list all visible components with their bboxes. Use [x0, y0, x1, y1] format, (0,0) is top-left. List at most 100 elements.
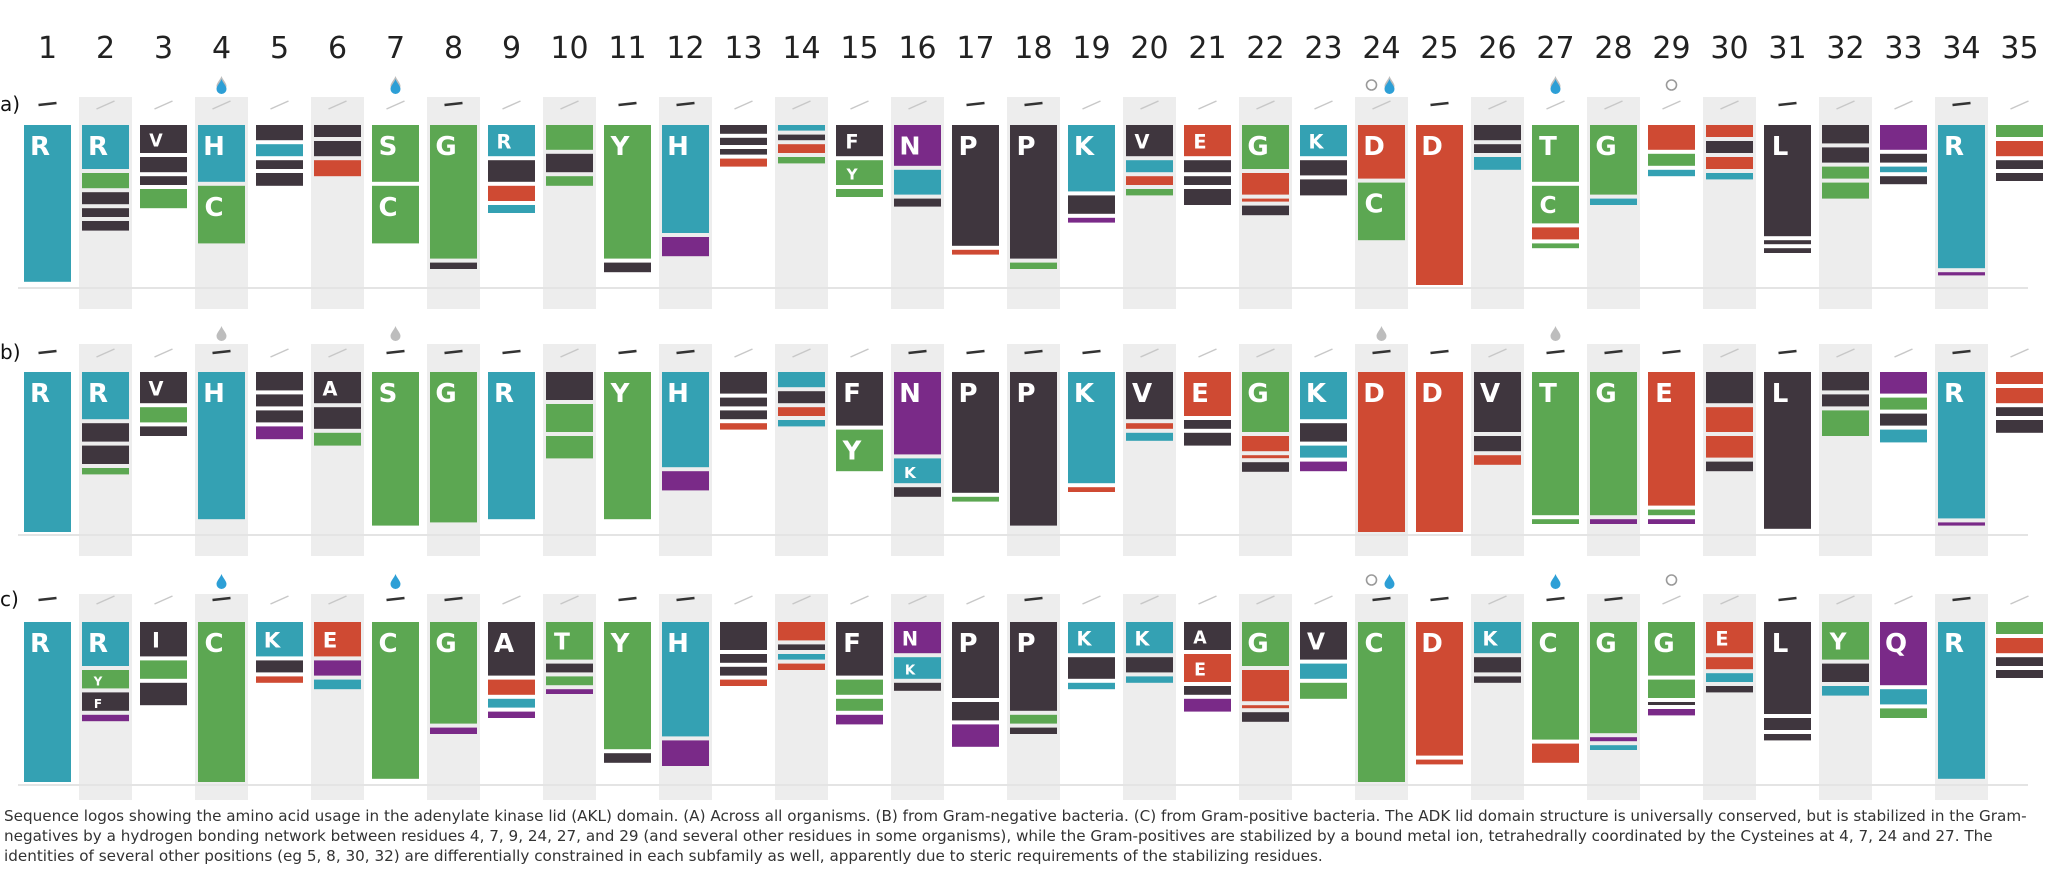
residue-block-30-1 — [1706, 125, 1753, 137]
residue-block-30-3 — [1706, 436, 1753, 458]
residue-block-29-3 — [1648, 519, 1695, 524]
residue-block-2-4 — [82, 714, 129, 722]
residue-block-12-2 — [662, 740, 709, 766]
residue-block-25-1 — [1416, 622, 1463, 756]
metal-ion-icon — [390, 79, 401, 95]
residue-block-30-4 — [1706, 173, 1753, 180]
column-number-10: 10 — [550, 31, 588, 66]
residue-letter-K: K — [905, 664, 916, 679]
residue-block-15-1 — [836, 622, 883, 676]
residue-block-14-1 — [778, 372, 825, 388]
gap-mark-11 — [618, 596, 637, 602]
column-number-16: 16 — [898, 31, 936, 66]
column-number-1: 1 — [38, 31, 57, 66]
gap-mark-32 — [1836, 348, 1855, 358]
residue-letter-R: R — [1944, 379, 1964, 409]
gap-mark-35 — [2010, 348, 2029, 358]
column-number-18: 18 — [1014, 31, 1052, 66]
residue-block-14-1 — [778, 125, 825, 131]
gap-mark-35 — [2010, 100, 2029, 110]
residue-block-19-3 — [1068, 682, 1115, 690]
residue-block-3-3 — [140, 682, 187, 706]
residue-block-2-3 — [82, 445, 129, 464]
residue-block-5-2 — [256, 394, 303, 407]
residue-block-14-3 — [778, 407, 825, 416]
residue-block-30-2 — [1706, 407, 1753, 432]
residue-letter-P: P — [958, 379, 977, 409]
residue-block-27-1 — [1532, 622, 1579, 740]
residue-block-30-1 — [1706, 622, 1753, 654]
gap-mark-30 — [1720, 348, 1739, 358]
residue-block-10-2 — [546, 663, 593, 673]
residue-block-23-3 — [1300, 445, 1347, 458]
gap-mark-4 — [212, 349, 231, 355]
residue-letter-P: P — [1016, 132, 1035, 162]
residue-block-3-1 — [140, 622, 187, 657]
residue-letter-K: K — [1483, 627, 1499, 650]
residue-letter-P: P — [1016, 379, 1035, 409]
residue-block-13-1 — [720, 372, 767, 394]
residue-block-2-2 — [82, 670, 129, 689]
residue-block-2-2 — [82, 173, 129, 189]
residue-letter-V: V — [1480, 379, 1500, 409]
residue-block-10-2 — [546, 404, 593, 432]
residue-block-27-2 — [1532, 185, 1579, 224]
residue-block-5-1 — [256, 622, 303, 657]
residue-block-33-1 — [1880, 372, 1927, 394]
residue-letter-I: I — [152, 628, 160, 653]
residue-letter-G: G — [1247, 379, 1268, 409]
residue-letter-C: C — [378, 193, 397, 223]
water-drop-icon — [1550, 326, 1561, 342]
residue-block-6-1 — [314, 622, 361, 657]
residue-block-2-3 — [82, 692, 129, 711]
residue-block-21-3 — [1184, 176, 1231, 185]
residue-block-29-4 — [1648, 709, 1695, 716]
residue-block-30-3 — [1706, 673, 1753, 682]
residue-block-19-2 — [1068, 195, 1115, 214]
residue-block-35-2 — [1996, 388, 2043, 404]
gap-mark-18 — [1024, 101, 1043, 107]
column-number-9: 9 — [502, 31, 521, 66]
residue-letter-N: N — [899, 379, 921, 409]
residue-letter-V: V — [149, 377, 164, 400]
residue-letter-N: N — [902, 627, 918, 650]
figure-caption: Sequence logos showing the amino acid us… — [4, 807, 2027, 865]
residue-block-18-3 — [1010, 727, 1057, 734]
residue-block-12-1 — [662, 125, 709, 233]
gap-mark-25 — [1430, 349, 1449, 355]
residue-letter-V: V — [1135, 130, 1150, 153]
residue-block-26-2 — [1474, 436, 1521, 452]
gap-mark-33 — [1894, 595, 1913, 605]
residue-block-15-2 — [836, 429, 883, 472]
residue-letter-A: A — [494, 629, 514, 659]
residue-block-11-1 — [604, 372, 651, 520]
residue-block-3-3 — [140, 426, 187, 436]
residue-block-14-2 — [778, 644, 825, 650]
residue-block-1-1 — [24, 372, 71, 532]
gap-mark-13 — [734, 100, 753, 110]
column-number-24: 24 — [1362, 31, 1400, 66]
residue-block-8-1 — [430, 125, 477, 259]
residue-block-16-3 — [894, 487, 941, 497]
residue-block-19-2 — [1068, 657, 1115, 679]
gap-mark-31 — [1778, 349, 1797, 355]
residue-block-2-1 — [82, 125, 129, 169]
residue-letter-A: A — [1193, 628, 1207, 648]
residue-block-15-1 — [836, 372, 883, 426]
residue-block-28-2 — [1590, 519, 1637, 524]
residue-letter-D: D — [1421, 379, 1443, 409]
gap-mark-19 — [1082, 100, 1101, 110]
gap-mark-10 — [560, 595, 579, 605]
residue-block-33-2 — [1880, 397, 1927, 410]
panel-baseline-1 — [18, 287, 2028, 289]
residue-letter-K: K — [1135, 627, 1151, 650]
residue-letter-C: C — [1364, 190, 1383, 220]
residue-block-32-3 — [1822, 686, 1869, 696]
residue-block-30-2 — [1706, 657, 1753, 670]
residue-block-11-2 — [604, 753, 651, 763]
residue-block-22-1 — [1242, 622, 1289, 666]
gap-mark-35 — [2010, 595, 2029, 605]
residue-block-35-3 — [1996, 657, 2043, 666]
residue-block-4-1 — [198, 372, 245, 520]
residue-block-30-3 — [1706, 157, 1753, 169]
